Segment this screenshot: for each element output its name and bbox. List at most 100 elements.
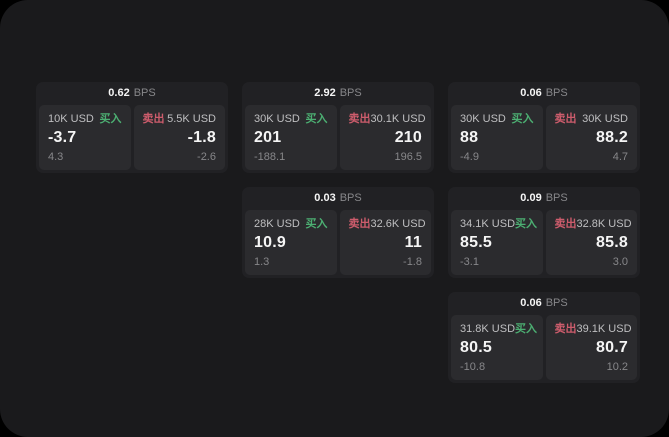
sell-amount: 30K USD [582,113,628,125]
sell-amount: 39.1K USD [576,323,632,335]
bps-header: 2.92 BPS [242,82,434,105]
sell-price: 85.8 [596,234,628,251]
buy-change: -188.1 [254,151,286,163]
quote-panels: 31.8K USD 买入 80.5 -10.8 卖出 39.1K USD 80.… [448,315,640,383]
bps-value: 2.92 [314,87,336,99]
buy-change: -4.9 [460,151,479,163]
bps-header: 0.03 BPS [242,187,434,210]
buy-price: 85.5 [460,234,492,251]
sell-panel-header: 卖出 30.1K USD [348,113,426,125]
sell-amount: 32.8K USD [576,218,632,230]
buy-change: 4.3 [48,151,64,163]
sell-panel-header: 卖出 32.6K USD [349,218,426,230]
sell-panel[interactable]: 卖出 30.1K USD 210 196.5 [339,105,431,170]
bps-unit: BPS [339,192,362,204]
quote-panels: 34.1K USD 买入 85.5 -3.1 卖出 32.8K USD 85.8… [448,210,640,278]
buy-panel[interactable]: 30K USD 买入 88 -4.9 [451,105,543,170]
sell-panel[interactable]: 卖出 39.1K USD 80.7 10.2 [545,315,637,380]
buy-panel-header: 30K USD 买入 [254,114,328,125]
buy-side-label: 买入 [511,113,534,125]
buy-panel-header: 30K USD 买入 [460,114,534,125]
quote-panels: 10K USD 买入 -3.7 4.3 卖出 5.5K USD -1.8 -2.… [36,105,228,173]
sell-side-label: 卖出 [554,323,577,335]
buy-amount: 34.1K USD [460,218,516,230]
quote-panels: 30K USD 买入 201 -188.1 卖出 30.1K USD 210 1… [242,105,434,173]
buy-panel[interactable]: 30K USD 买入 201 -188.1 [245,105,337,170]
buy-change: 1.3 [254,256,270,268]
quote-card[interactable]: 0.06 BPS 31.8K USD 买入 80.5 -10.8 卖出 39.1… [448,292,640,383]
quote-card[interactable]: 2.92 BPS 30K USD 买入 201 -188.1 卖出 30.1K … [242,82,434,173]
sell-panel-header: 卖出 5.5K USD [143,114,217,125]
quote-card[interactable]: 0.03 BPS 28K USD 买入 10.9 1.3 卖出 32.6K US… [242,187,434,278]
bps-value: 0.06 [520,87,542,99]
sell-change: 4.7 [612,151,628,163]
sell-side-label: 卖出 [554,218,577,230]
sell-price: 210 [394,129,422,146]
bps-header: 0.06 BPS [448,82,640,105]
buy-price: 88 [460,129,479,146]
buy-side-label: 买入 [305,218,328,230]
quote-card[interactable]: 0.62 BPS 10K USD 买入 -3.7 4.3 卖出 5.5K USD… [36,82,228,173]
buy-panel-header: 34.1K USD 买入 [460,218,538,230]
buy-change: -3.1 [460,256,479,268]
sell-change: -1.8 [403,256,422,268]
sell-change: -2.6 [197,151,216,163]
buy-price: 80.5 [460,339,492,356]
bps-value: 0.06 [520,297,542,309]
buy-side-label: 买入 [99,113,122,125]
sell-change: 3.0 [612,256,628,268]
sell-side-label: 卖出 [142,113,165,125]
buy-panel-header: 31.8K USD 买入 [460,323,538,335]
buy-amount: 28K USD [254,218,300,230]
buy-price: 201 [254,129,282,146]
buy-amount: 30K USD [460,113,506,125]
bps-header: 0.06 BPS [448,292,640,315]
card-grid: 0.62 BPS 10K USD 买入 -3.7 4.3 卖出 5.5K USD… [36,82,640,383]
buy-panel[interactable]: 31.8K USD 买入 80.5 -10.8 [451,315,543,380]
buy-price: -3.7 [48,129,77,146]
sell-change: 196.5 [394,151,422,163]
sell-amount: 30.1K USD [370,113,426,125]
buy-panel[interactable]: 10K USD 买入 -3.7 4.3 [39,105,131,170]
buy-panel[interactable]: 28K USD 买入 10.9 1.3 [245,210,337,275]
buy-change: -10.8 [460,361,486,373]
sell-panel-header: 卖出 32.8K USD [554,218,632,230]
buy-amount: 30K USD [254,113,300,125]
bps-header: 0.09 BPS [448,187,640,210]
buy-price: 10.9 [254,234,286,251]
sell-panel[interactable]: 卖出 32.6K USD 11 -1.8 [339,210,431,275]
sell-side-label: 卖出 [554,113,577,125]
sell-panel[interactable]: 卖出 32.8K USD 85.8 3.0 [545,210,637,275]
quote-panels: 30K USD 买入 88 -4.9 卖出 30K USD 88.2 4.7 [448,105,640,173]
bps-value: 0.09 [520,192,542,204]
bps-unit: BPS [545,297,568,309]
bps-value: 0.03 [314,192,336,204]
sell-panel-header: 卖出 39.1K USD [554,323,632,335]
bps-value: 0.62 [108,87,130,99]
bps-unit: BPS [545,87,568,99]
buy-amount: 31.8K USD [460,323,516,335]
quote-card[interactable]: 0.09 BPS 34.1K USD 买入 85.5 -3.1 卖出 32.8K… [448,187,640,278]
bps-header: 0.62 BPS [36,82,228,105]
sell-price: 88.2 [596,129,628,146]
sell-panel-header: 卖出 30K USD [555,114,629,125]
sell-side-label: 卖出 [348,113,371,125]
quote-card[interactable]: 0.06 BPS 30K USD 买入 88 -4.9 卖出 30K USD 8… [448,82,640,173]
bps-unit: BPS [545,192,568,204]
buy-side-label: 买入 [305,113,328,125]
sell-price: 11 [404,234,422,251]
buy-amount: 10K USD [48,113,94,125]
sell-panel[interactable]: 卖出 5.5K USD -1.8 -2.6 [133,105,225,170]
quote-panels: 28K USD 买入 10.9 1.3 卖出 32.6K USD 11 -1.8 [242,210,434,278]
sell-panel[interactable]: 卖出 30K USD 88.2 4.7 [545,105,637,170]
sell-amount: 32.6K USD [370,218,426,230]
buy-side-label: 买入 [515,218,538,230]
buy-side-label: 买入 [515,323,538,335]
bps-unit: BPS [339,87,362,99]
buy-panel[interactable]: 34.1K USD 买入 85.5 -3.1 [451,210,543,275]
sell-price: 80.7 [596,339,628,356]
sell-amount: 5.5K USD [167,113,216,125]
buy-panel-header: 10K USD 买入 [48,114,122,125]
buy-panel-header: 28K USD 买入 [254,219,328,230]
